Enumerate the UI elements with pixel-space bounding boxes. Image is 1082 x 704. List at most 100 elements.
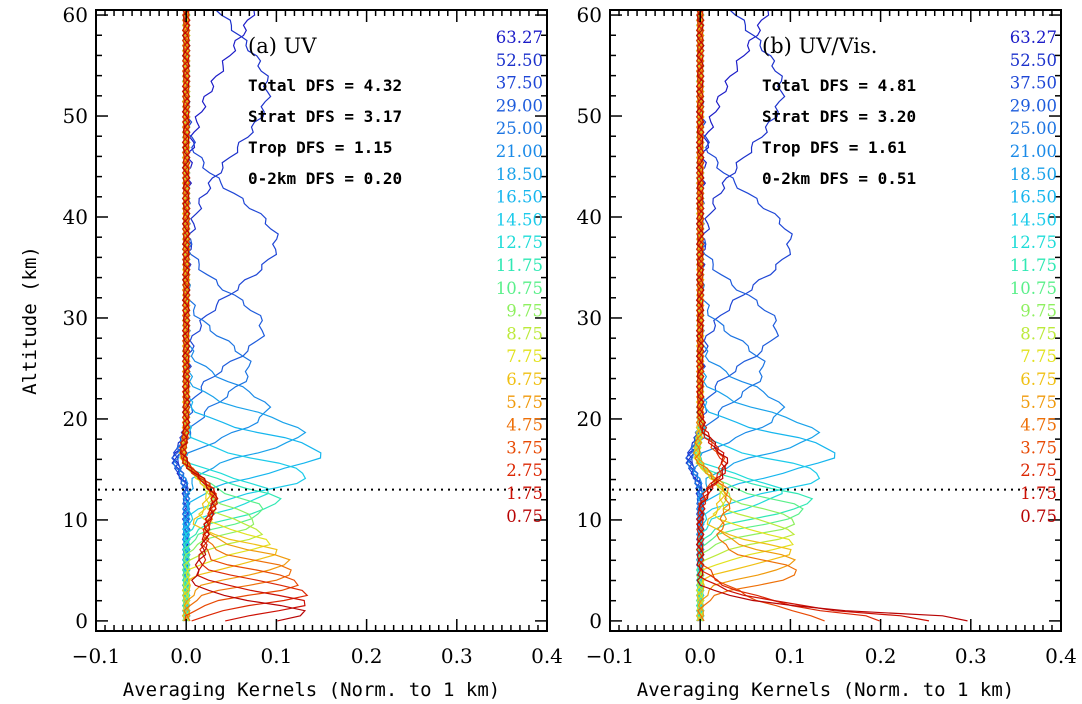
legend-entry: 9.75 [1020, 302, 1057, 321]
x-tick-label: 0.1 [774, 644, 806, 668]
panel-b: −0.1 0.0 0.1 0.2 0.3 0.4 0 10 20 30 40 50 60 (b) UV/… [577, 3, 1077, 701]
legend-entry: 63.27 [1010, 28, 1057, 47]
panel-a-total-dfs: Total DFS = 4.32 [248, 76, 402, 95]
legend-entry: 4.75 [1020, 416, 1057, 435]
legend-entry: 12.75 [1010, 233, 1057, 252]
panel-b-ticks: −0.1 0.0 0.1 0.2 0.3 0.4 0 10 20 30 40 50 60 [577, 3, 1077, 668]
kernel-line-4-75 [180, 9, 292, 622]
legend-entry: 16.50 [496, 188, 543, 207]
legend-entry: 29.00 [1010, 96, 1057, 115]
legend-entry: 16.50 [1010, 188, 1057, 207]
x-tick-label: 0.3 [441, 644, 473, 668]
legend-entry: 5.75 [506, 393, 543, 412]
panel-a-legend: 63.27 52.50 37.50 29.00 25.00 21.00 18.50 16.50… [496, 28, 543, 526]
panel-a-strat-dfs: Strat DFS = 3.17 [248, 107, 402, 126]
legend-entry: 6.75 [1020, 370, 1057, 389]
x-tick-label: 0.0 [684, 644, 716, 668]
legend-entry: 7.75 [506, 347, 543, 366]
legend-entry: 4.75 [506, 416, 543, 435]
y-tick-label: 50 [63, 104, 88, 128]
y-tick-label: 40 [577, 205, 602, 229]
kernel-line-0-75 [695, 9, 968, 622]
legend-entry: 3.75 [1020, 438, 1057, 457]
legend-entry: 21.00 [496, 142, 543, 161]
panel-b-series [685, 9, 968, 622]
legend-entry: 11.75 [496, 256, 543, 275]
legend-entry: 1.75 [1020, 484, 1057, 503]
panel-b-trop-dfs: Trop DFS = 1.61 [762, 138, 907, 157]
y-tick-label: 10 [577, 508, 602, 532]
panel-b-legend: 63.27 52.50 37.50 29.00 25.00 21.00 18.50 16.50… [1010, 28, 1057, 526]
kernel-line-5-75 [178, 9, 291, 622]
legend-entry: 11.75 [1010, 256, 1057, 275]
y-tick-label: 0 [75, 609, 88, 633]
panel-a-x-axis-title: Averaging Kernels (Norm. to 1 km) [123, 679, 501, 701]
panel-a-series [171, 9, 322, 622]
panel-b-x-axis-title: Averaging Kernels (Norm. to 1 km) [637, 679, 1015, 701]
panel-a-label: (a) UV [248, 34, 317, 58]
legend-entry: 0.75 [506, 507, 543, 526]
legend-entry: 29.00 [496, 96, 543, 115]
x-tick-label: −0.1 [72, 644, 121, 668]
legend-entry: 63.27 [496, 28, 543, 47]
panel-a-trop-dfs: Trop DFS = 1.15 [248, 138, 393, 157]
panel-a-ticks: −0.1 0.0 0.1 0.2 0.3 0.4 0 10 20 30 40 50 60 [63, 3, 563, 668]
legend-entry: 2.75 [506, 461, 543, 480]
x-tick-label: 0.1 [260, 644, 292, 668]
y-tick-label: 30 [577, 306, 602, 330]
legend-entry: 10.75 [496, 279, 543, 298]
y-axis-title: Altitude (km) [19, 246, 41, 395]
x-tick-label: −0.1 [586, 644, 635, 668]
y-tick-label: 0 [589, 609, 602, 633]
legend-entry: 25.00 [1010, 119, 1057, 138]
legend-entry: 0.75 [1020, 507, 1057, 526]
x-tick-label: 0.2 [351, 644, 383, 668]
y-tick-label: 40 [63, 205, 88, 229]
legend-entry: 3.75 [506, 438, 543, 457]
kernel-line-1-75 [695, 9, 930, 622]
y-tick-label: 10 [63, 508, 88, 532]
legend-entry: 52.50 [496, 51, 543, 70]
x-tick-label: 0.4 [531, 644, 563, 668]
panel-a-plot-frame [95, 9, 548, 632]
y-tick-label: 30 [63, 306, 88, 330]
legend-entry: 21.00 [1010, 142, 1057, 161]
legend-entry: 37.50 [1010, 74, 1057, 93]
legend-entry: 8.75 [1020, 324, 1057, 343]
legend-entry: 6.75 [506, 370, 543, 389]
legend-entry: 8.75 [506, 324, 543, 343]
panel-b-strat-dfs: Strat DFS = 3.20 [762, 107, 916, 126]
panel-b-0-2km-dfs: 0-2km DFS = 0.51 [762, 169, 916, 188]
y-tick-label: 20 [577, 407, 602, 431]
x-tick-label: 0.3 [955, 644, 987, 668]
legend-entry: 18.50 [1010, 165, 1057, 184]
x-tick-label: 0.2 [865, 644, 897, 668]
legend-entry: 7.75 [1020, 347, 1057, 366]
y-tick-label: 60 [577, 3, 602, 27]
legend-entry: 14.50 [1010, 210, 1057, 229]
legend-entry: 14.50 [496, 210, 543, 229]
kernel-line-5-75 [692, 9, 797, 622]
legend-entry: 18.50 [496, 165, 543, 184]
kernel-line-11-75 [693, 9, 814, 622]
legend-entry: 1.75 [506, 484, 543, 503]
y-tick-label: 50 [577, 104, 602, 128]
legend-entry: 5.75 [1020, 393, 1057, 412]
x-tick-label: 0.0 [170, 644, 202, 668]
legend-entry: 2.75 [1020, 461, 1057, 480]
x-tick-label: 0.4 [1045, 644, 1077, 668]
legend-entry: 52.50 [1010, 51, 1057, 70]
panel-b-total-dfs: Total DFS = 4.81 [762, 76, 916, 95]
legend-entry: 37.50 [496, 74, 543, 93]
panel-b-label: (b) UV/Vis. [762, 34, 877, 58]
kernel-line-0-75 [180, 9, 307, 622]
legend-entry: 12.75 [496, 233, 543, 252]
legend-entry: 9.75 [506, 302, 543, 321]
kernel-line-3-75 [179, 9, 299, 621]
y-tick-label: 60 [63, 3, 88, 27]
kernel-line-4-75 [694, 9, 798, 622]
panel-a-0-2km-dfs: 0-2km DFS = 0.20 [248, 169, 402, 188]
